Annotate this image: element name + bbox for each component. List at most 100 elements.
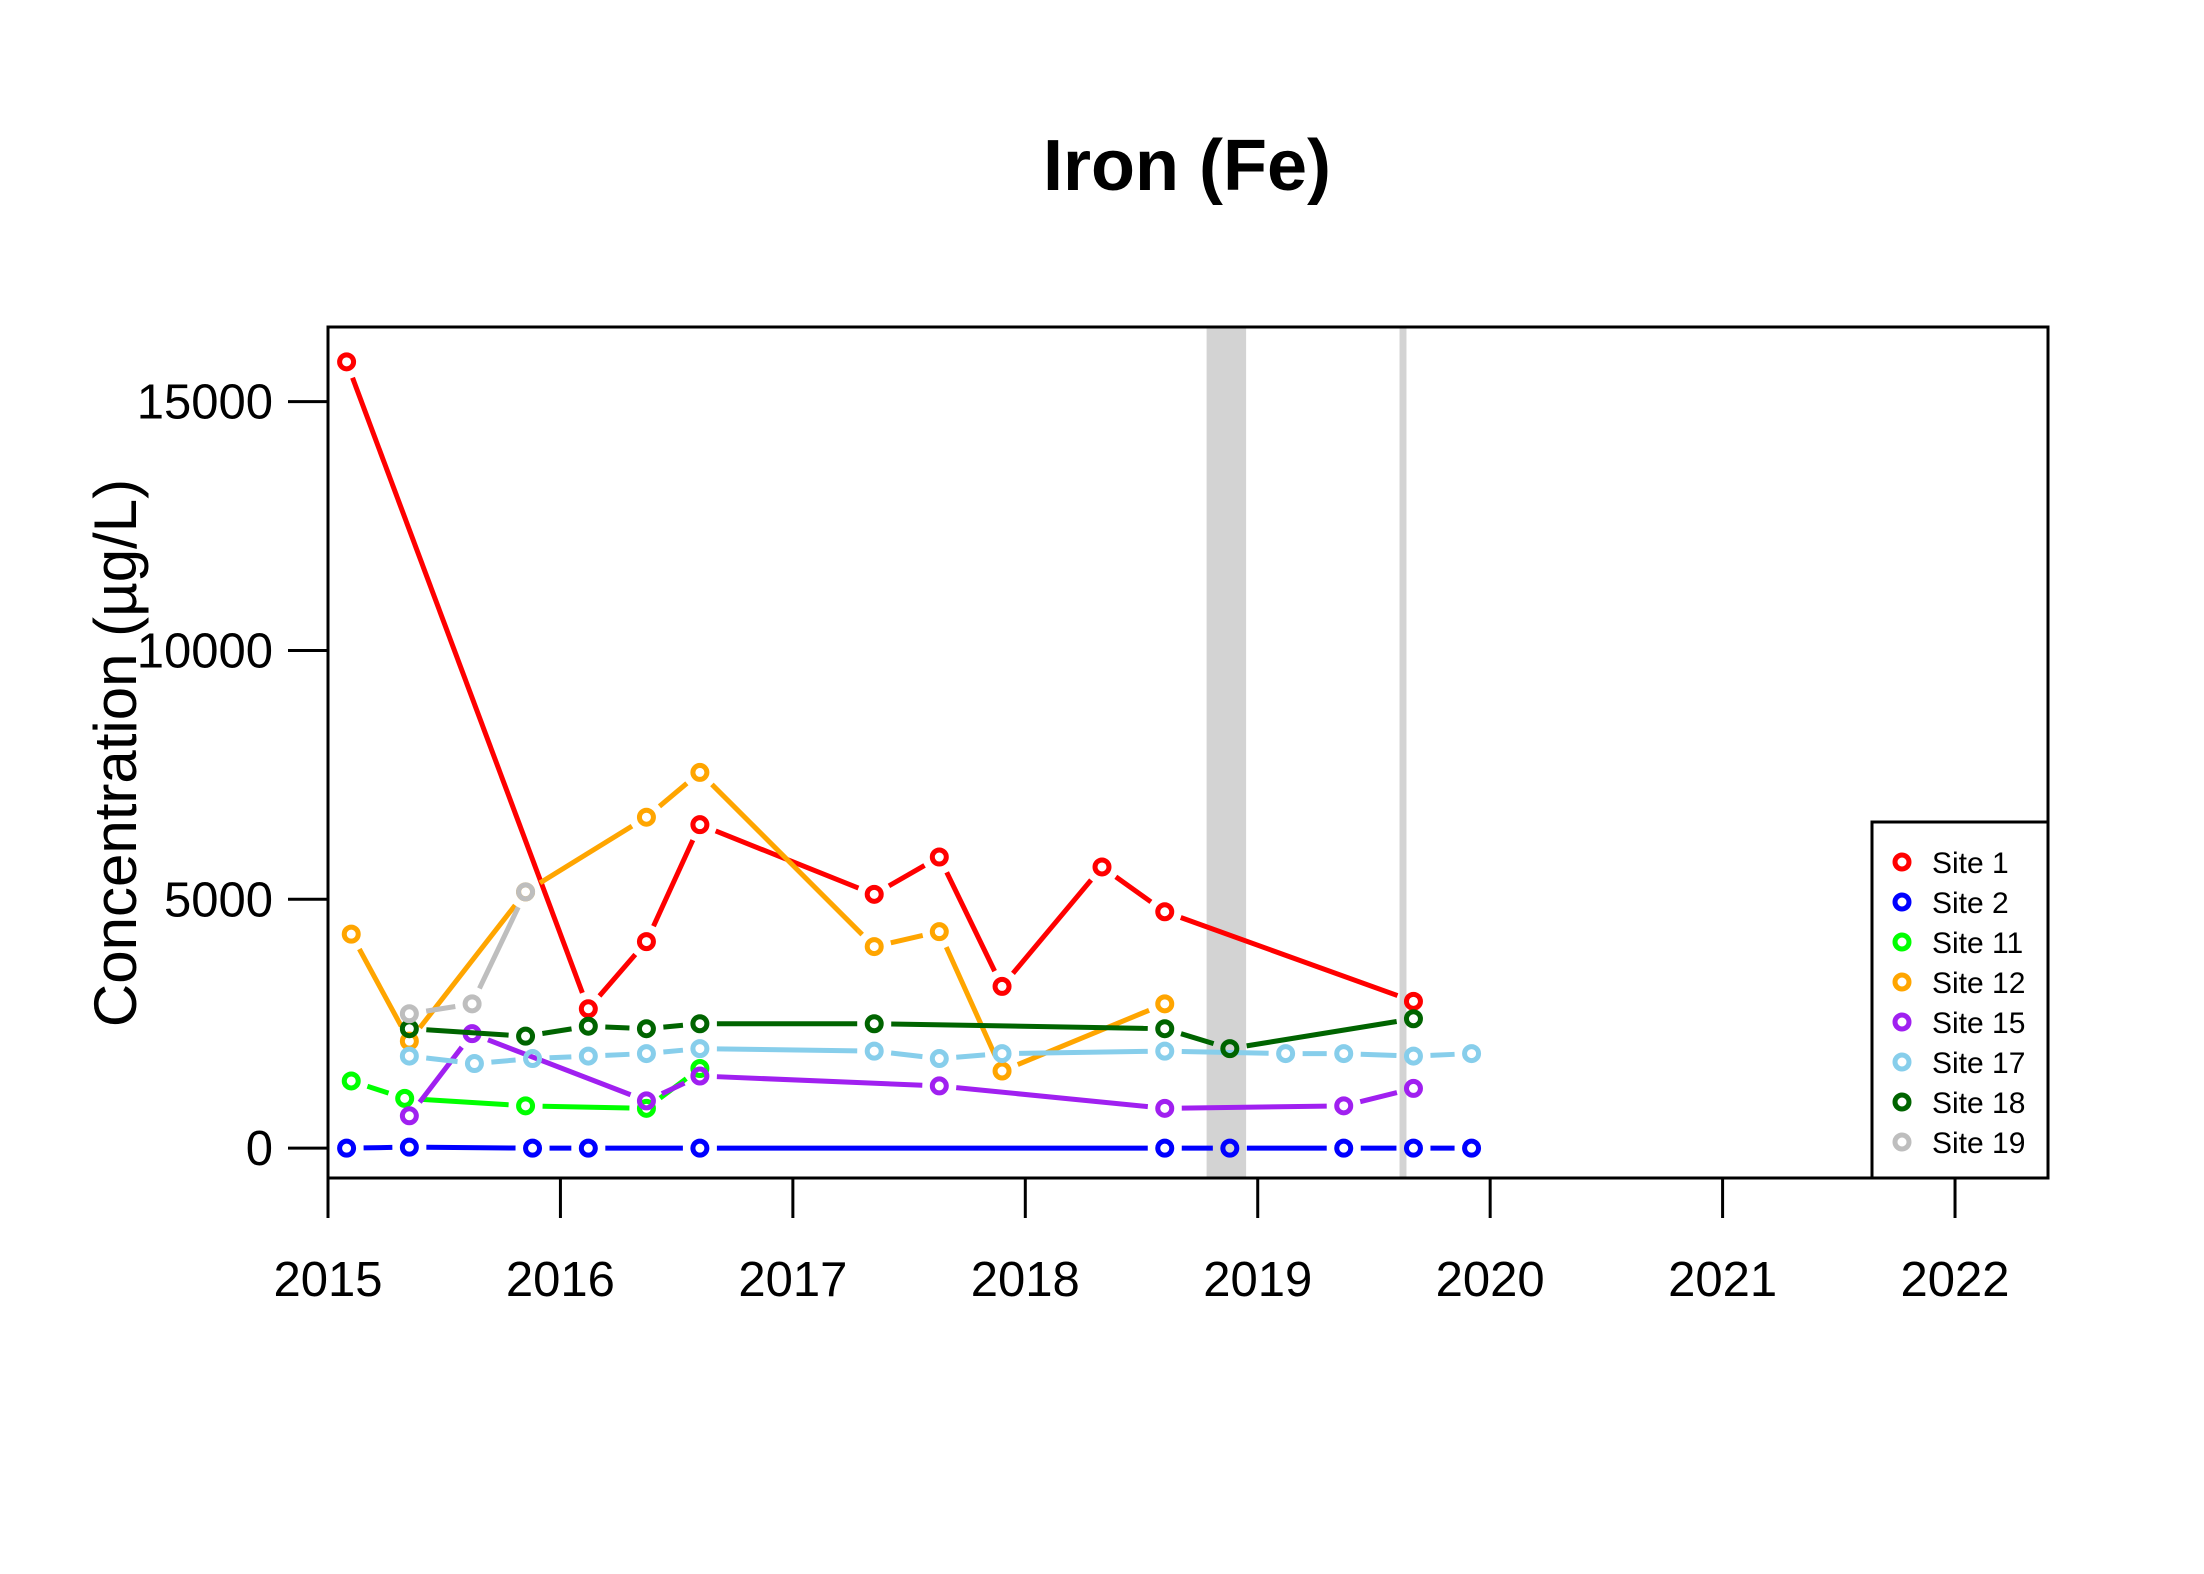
x-tick-label-2020: 2020: [1436, 1253, 1545, 1307]
legend-marker-site-17: [1892, 1052, 1912, 1072]
site-17-segment-9: [1019, 1048, 1148, 1056]
legend-marker-site-15: [1892, 1012, 1912, 1032]
site-12-segment-5: [710, 782, 864, 937]
site-15-segment-1: [417, 1045, 464, 1104]
site-17-point-11: [1276, 1044, 1296, 1064]
site-18-segment-7: [1180, 1031, 1215, 1047]
site-12-point-9: [1155, 994, 1175, 1014]
site-17-point-6: [690, 1039, 710, 1059]
x-tick-label-2016: 2016: [506, 1253, 615, 1307]
site-17-segment-12: [1360, 1051, 1397, 1058]
site-19-segment-1: [425, 1004, 456, 1014]
site-15-segment-5: [955, 1085, 1149, 1110]
x-axis: 2015 2016 2017 2018 2019 2020 2021 2022: [273, 1176, 2010, 1307]
site-11-segment-2: [421, 1096, 509, 1108]
site-11-point-1: [341, 1071, 361, 1091]
shaded-period-2: [1399, 327, 1407, 1178]
site-18-point-4: [636, 1019, 656, 1039]
site-1-point-6: [929, 847, 949, 867]
x-tick-label-2019: 2019: [1203, 1253, 1312, 1307]
site-17-point-14: [1462, 1044, 1482, 1064]
site-17-segment-6: [716, 1046, 858, 1054]
legend-label-site-18: Site 18: [1932, 1087, 2025, 1120]
site-2-point-4: [578, 1138, 598, 1158]
site-1-point-9: [1155, 902, 1175, 922]
site-12-point-5: [690, 762, 710, 782]
site-12-segment-3: [538, 824, 634, 886]
site-15-segment-2: [487, 1037, 632, 1098]
site-17-segment-2: [491, 1057, 516, 1065]
legend-label-site-1: Site 1: [1932, 847, 2009, 880]
legend-label-site-11: Site 11: [1932, 927, 2023, 960]
site-12-point-7: [929, 922, 949, 942]
site-17-series: [399, 1039, 1482, 1074]
site-2-segment-2: [426, 1144, 516, 1151]
legend-marker-site-19: [1892, 1132, 1912, 1152]
site-15-point-7: [1334, 1096, 1354, 1116]
site-18-segment-1: [426, 1027, 509, 1038]
site-2-point-6: [1155, 1138, 1175, 1158]
site-1-point-5: [864, 884, 884, 904]
site-15-point-1: [399, 1106, 419, 1126]
legend: Site 1 Site 2 Site 11 Site 12 Site 15 Site 17…: [1870, 820, 2050, 1180]
y-tick-label-10000: 10000: [137, 624, 273, 678]
site-19-segment-2: [477, 906, 521, 990]
shaded-periods: [1206, 327, 1407, 1178]
site-11-segment-3: [542, 1103, 630, 1111]
site-17-segment-5: [663, 1047, 684, 1055]
site-2-point-2: [399, 1137, 419, 1157]
site-1-point-7: [992, 976, 1012, 996]
site-12-segment-4: [657, 781, 689, 809]
site-1-segment-2: [597, 952, 638, 998]
site-18-point-9: [1403, 1009, 1423, 1029]
y-axis: 0 5000 10000 15000: [137, 376, 330, 1176]
site-11-point-4: [636, 1098, 656, 1118]
site-15-point-6: [1155, 1098, 1175, 1118]
site-2-point-7: [1220, 1138, 1240, 1158]
site-1-segment-7: [1011, 878, 1094, 975]
legend-marker-site-12: [1892, 972, 1912, 992]
site-1-segment-8: [1114, 874, 1153, 904]
y-tick-label-15000: 15000: [137, 376, 273, 430]
x-tick-label-2015: 2015: [273, 1253, 382, 1307]
site-11-point-5: [690, 1059, 710, 1079]
legend-label-site-17: Site 17: [1932, 1047, 2025, 1080]
site-12-point-1: [341, 924, 361, 944]
site-17-segment-4: [605, 1051, 630, 1058]
legend-label-site-19: Site 19: [1932, 1127, 2025, 1160]
site-18-point-3: [578, 1016, 598, 1036]
legend-marker-site-18: [1892, 1092, 1912, 1112]
site-1-segment-1: [350, 376, 585, 994]
site-12-segment-8: [1016, 1007, 1150, 1067]
y-tick-label-0: 0: [246, 1122, 273, 1176]
site-15-point-4: [690, 1066, 710, 1086]
site-17-point-10: [1155, 1041, 1175, 1061]
site-12-segment-1: [357, 947, 404, 1028]
site-17-point-9: [992, 1044, 1012, 1064]
site-2-point-3: [523, 1138, 543, 1158]
site-1-series: [337, 352, 1423, 1019]
x-tick-label-2017: 2017: [738, 1253, 847, 1307]
site-2-series: [337, 1137, 1482, 1158]
site-12-series: [341, 762, 1175, 1081]
site-18-point-7: [1155, 1019, 1175, 1039]
site-18-point-1: [399, 1019, 419, 1039]
site-12-segment-7: [943, 946, 998, 1057]
site-18-segment-4: [663, 1022, 684, 1030]
site-18-point-8: [1220, 1039, 1240, 1059]
chart-title: Iron (Fe): [1043, 126, 1331, 206]
x-tick-label-2021: 2021: [1668, 1253, 1777, 1307]
site-17-point-5: [636, 1044, 656, 1064]
site-15-segment-6: [1181, 1103, 1327, 1111]
legend-marker-site-2: [1892, 892, 1912, 912]
site-17-point-13: [1403, 1046, 1423, 1066]
x-tick-label-2022: 2022: [1901, 1253, 2010, 1307]
site-1-point-10: [1403, 991, 1423, 1011]
site-17-point-4: [578, 1046, 598, 1066]
site-18-series: [399, 1009, 1423, 1059]
site-18-point-6: [864, 1014, 884, 1034]
site-11-point-2: [395, 1088, 415, 1108]
site-1-point-3: [636, 932, 656, 952]
site-15-point-3: [636, 1091, 656, 1111]
